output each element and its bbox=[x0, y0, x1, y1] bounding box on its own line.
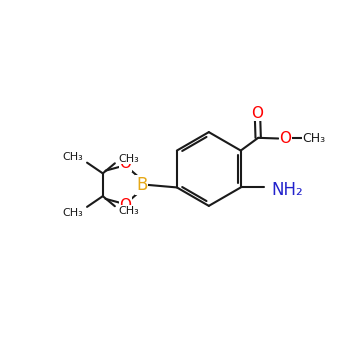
Text: O: O bbox=[279, 131, 291, 146]
Text: O: O bbox=[252, 105, 264, 121]
Text: CH₃: CH₃ bbox=[119, 153, 139, 164]
Text: NH₂: NH₂ bbox=[271, 181, 303, 199]
Text: CH₃: CH₃ bbox=[62, 152, 83, 162]
Text: CH₃: CH₃ bbox=[119, 206, 139, 216]
Text: CH₃: CH₃ bbox=[62, 208, 83, 218]
Text: CH₃: CH₃ bbox=[302, 132, 325, 145]
Text: O: O bbox=[120, 156, 132, 171]
Text: B: B bbox=[136, 176, 147, 194]
Text: O: O bbox=[120, 198, 132, 213]
